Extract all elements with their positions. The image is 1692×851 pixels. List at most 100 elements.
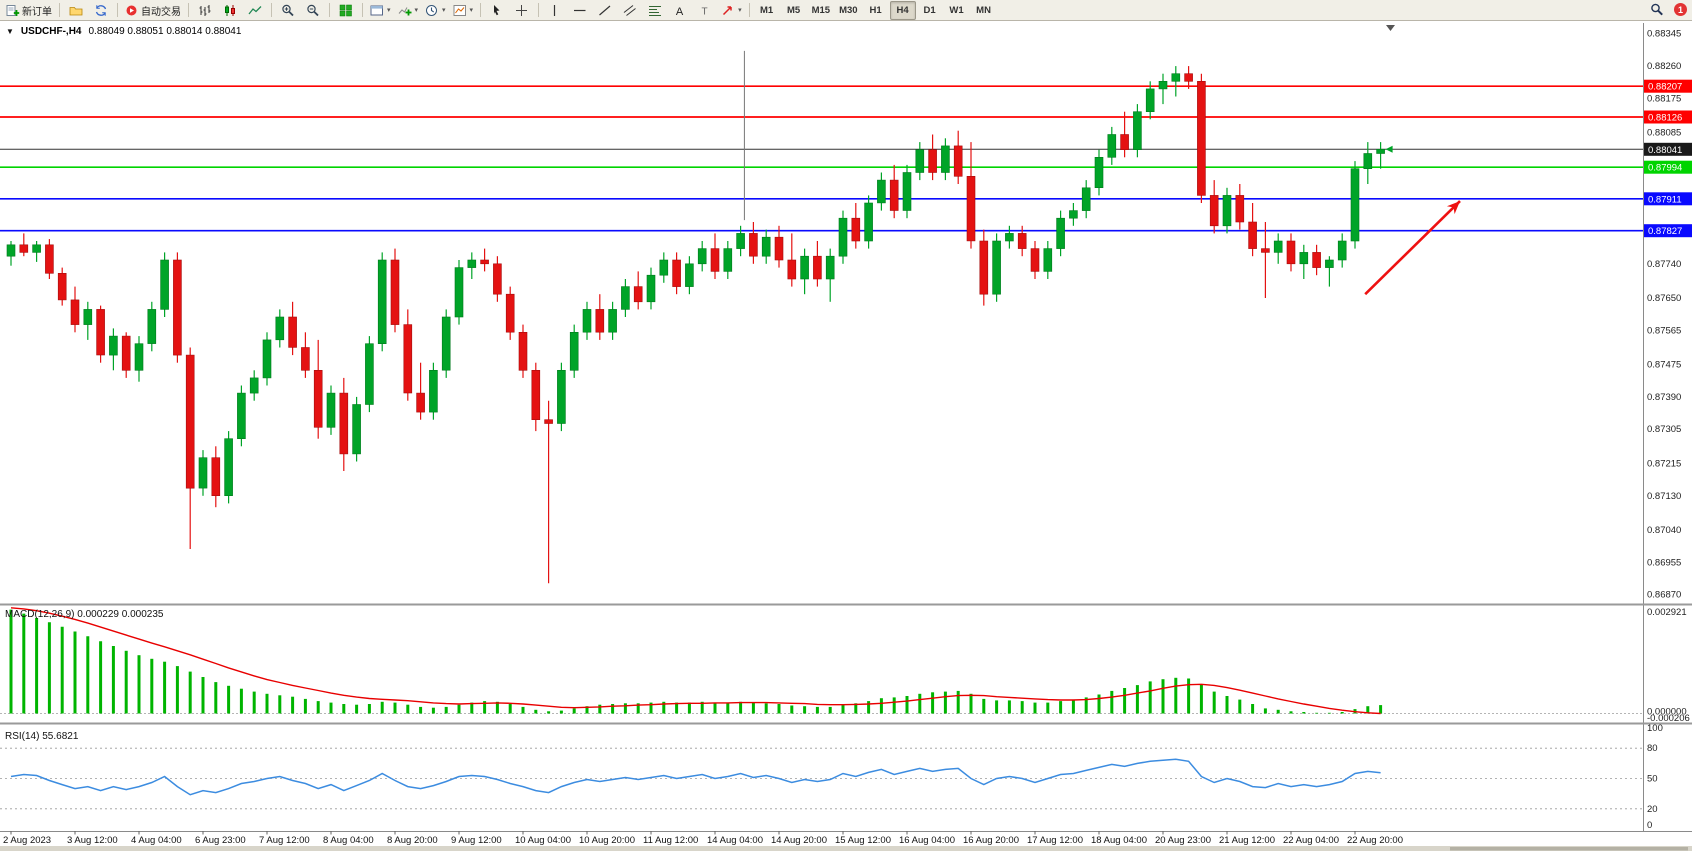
dropdown-arrow-icon[interactable]: ▾ [414,7,419,14]
cursor-icon [490,4,504,17]
indicators-button[interactable]: ▾ [395,1,422,20]
shapes-icon [721,4,735,17]
toolbar-separator [329,3,330,17]
time-axis-label: 14 Aug 20:00 [771,835,827,846]
rsi-axis-tick: 0 [1647,820,1652,831]
periods-icon [425,4,439,17]
tile-windows-button[interactable] [334,1,358,20]
timeframe-h4-button[interactable]: H4 [889,0,916,20]
trendline-icon [598,4,612,17]
horizontal-line-button[interactable] [568,1,592,20]
rsi-axis-tick: 100 [1647,723,1663,734]
time-axis-label: 16 Aug 20:00 [963,835,1019,846]
trendline-button[interactable] [593,1,617,20]
time-axis-label: 18 Aug 04:00 [1091,835,1147,846]
timeframe-d1-button[interactable]: D1 [923,4,936,16]
cursor-button[interactable] [485,1,509,20]
new-window-button[interactable]: ▾ [367,1,394,20]
chart-canvas[interactable]: 0.883450.882600.881750.880850.880000.879… [0,21,1692,851]
rsi-axis-tick: 50 [1647,774,1658,785]
shapes-button[interactable]: ▾ [718,1,745,20]
timeframe-w1-button[interactable]: W1 [949,4,964,16]
vertical-line-icon [548,4,562,17]
label-button[interactable]: T [693,1,717,20]
price-badge-0.88041: 0.88041 [1644,142,1692,156]
refresh-icon [94,4,108,17]
toolbar-separator [271,3,272,17]
horizontal-scrollbar[interactable] [0,846,1692,851]
zoom-out-icon [306,4,320,17]
trend-arrow-object[interactable] [1364,197,1464,296]
dropdown-arrow-icon[interactable]: ▾ [738,7,742,14]
bar-chart-button[interactable] [193,1,217,20]
time-axis-label: 7 Aug 12:00 [259,835,310,846]
price-axis-tick: 0.87305 [1647,424,1681,435]
tile-windows-icon [339,4,353,17]
auto-trading-button[interactable]: 自动交易 [122,1,184,20]
rsi-label: RSI(14) 55.6821 [5,731,79,742]
time-axis-label: 2 Aug 2023 [3,835,51,846]
timeframe-h1-button[interactable]: H1 [869,4,882,16]
price-axis-tick: 0.87740 [1647,259,1681,270]
price-axis-tick: 0.87565 [1647,325,1681,336]
time-axis-label: 15 Aug 12:00 [835,835,891,846]
svg-text:0.88207: 0.88207 [1648,82,1682,93]
time-axis-label: 16 Aug 04:00 [899,835,955,846]
price-axis-tick: 0.88260 [1647,61,1681,72]
time-axis-label: 17 Aug 12:00 [1027,835,1083,846]
toolbar-separator [538,3,540,17]
price-axis-tick: 0.88175 [1647,93,1681,104]
price-axis-tick: 0.88345 [1647,29,1681,40]
svg-text:0.88041: 0.88041 [1648,145,1682,156]
time-axis-label: 22 Aug 04:00 [1283,835,1339,846]
candlestick-series [6,66,1385,584]
fibonacci-button[interactable] [643,1,667,20]
text-button[interactable]: A [668,1,692,20]
crosshair-button[interactable] [510,1,534,20]
toolbar-separator [59,3,60,17]
notification-badge[interactable]: 1 [1674,3,1687,16]
chart-shift-marker-icon[interactable] [1386,25,1395,31]
templates-button[interactable]: ▾ [450,1,477,20]
price-badge-0.87827: 0.87827 [1644,224,1692,238]
zoom-out-button[interactable] [301,1,325,20]
macd-signal-line [10,607,1381,715]
macd-histogram [9,609,1383,714]
timeframe-m15-button[interactable]: M15 [811,4,831,16]
macd-axis-max: 0.002921 [1647,607,1687,618]
one-click-collapse-icon[interactable]: ▼ [6,27,14,36]
time-axis-label: 6 Aug 23:00 [195,835,246,846]
search-button[interactable] [1645,0,1669,19]
open-chart-button[interactable] [64,1,88,20]
chart-symbol-period: USDCHF-,H4 [20,26,82,37]
channel-button[interactable] [618,1,642,20]
new-order-button-label: 新订单 [22,6,52,18]
timeframe-m1-button[interactable]: M1 [759,4,774,16]
timeframe-m5-button[interactable]: M5 [786,4,801,16]
new-order-button[interactable]: 新订单 [3,1,55,20]
periods-button[interactable]: ▾ [422,1,449,20]
svg-text:0.88126: 0.88126 [1648,113,1682,124]
line-chart-button[interactable] [243,1,267,20]
timeframe-mn-button[interactable]: MN [976,4,991,16]
svg-text:0.87827: 0.87827 [1648,226,1682,237]
indicators-icon [398,4,412,17]
dropdown-arrow-icon[interactable]: ▾ [469,7,474,14]
dropdown-arrow-icon[interactable]: ▾ [387,7,391,14]
templates-icon [453,4,467,17]
dropdown-arrow-icon[interactable]: ▾ [442,7,446,14]
refresh-button[interactable] [89,1,113,20]
crosshair-icon [515,4,529,17]
svg-text:A: A [676,6,684,17]
time-axis-label: 14 Aug 04:00 [707,835,763,846]
timeframe-m30-button[interactable]: M30 [839,4,858,16]
candlestick-chart-button[interactable] [218,1,242,20]
open-chart-icon [69,4,83,17]
time-axis-label: 22 Aug 20:00 [1347,835,1403,846]
time-axis-label: 21 Aug 12:00 [1219,835,1275,846]
zoom-in-button[interactable] [276,1,300,20]
price-axis-tick: 0.88085 [1647,128,1681,139]
vertical-line-button[interactable] [543,1,567,20]
new-order-icon [6,4,20,17]
